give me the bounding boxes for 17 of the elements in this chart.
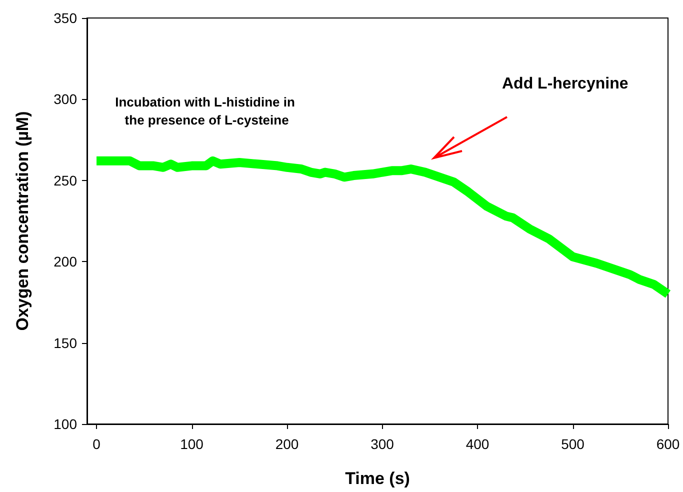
x-tick-label: 100 bbox=[180, 436, 204, 452]
annotation: Incubation with L-histidine in the presence of L-cysteine bbox=[115, 94, 295, 128]
x-tick-label: 400 bbox=[466, 436, 490, 452]
x-tick-label: 500 bbox=[561, 436, 585, 452]
x-tick-label: 600 bbox=[656, 436, 680, 452]
y-tick-label: 350 bbox=[54, 10, 78, 26]
x-tick-label: 300 bbox=[370, 436, 394, 452]
x-tick-label: 200 bbox=[275, 436, 299, 452]
x-axis-title: Time (s) bbox=[345, 469, 410, 488]
y-tick-label: 200 bbox=[54, 254, 78, 270]
y-axis-title: Oxygen concentration (µM) bbox=[13, 111, 32, 331]
y-tick-label: 150 bbox=[54, 334, 78, 351]
y-tick-label: 250 bbox=[54, 172, 78, 188]
y-tick-label: 100 bbox=[54, 416, 78, 432]
annotation: Add L-hercynine bbox=[502, 76, 628, 92]
y-tick-label: 300 bbox=[54, 91, 78, 108]
x-tick-label: 0 bbox=[92, 436, 101, 452]
